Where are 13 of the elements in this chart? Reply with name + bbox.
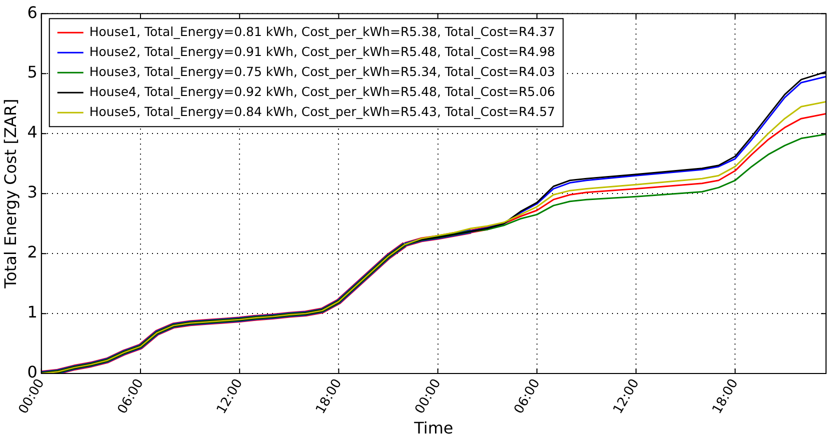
x-axis-title: Time: [413, 418, 454, 438]
legend-label: House2, Total_Energy=0.91 kWh, Cost_per_kWh=R5.48, Total_Cost=R4.98: [89, 44, 556, 59]
y-tick-label: 1: [27, 302, 38, 322]
y-tick-label: 5: [27, 62, 38, 82]
y-axis-title: Total Energy Cost [ZAR]: [0, 98, 20, 290]
legend-label: House1, Total_Energy=0.81 kWh, Cost_per_kWh=R5.38, Total_Cost=R4.37: [89, 24, 556, 39]
y-tick-label: 2: [27, 242, 38, 262]
y-tick-label: 3: [27, 182, 38, 202]
legend-label: House3, Total_Energy=0.75 kWh, Cost_per_kWh=R5.34, Total_Cost=R4.03: [89, 64, 556, 79]
legend-label: House4, Total_Energy=0.92 kWh, Cost_per_kWh=R5.48, Total_Cost=R5.06: [89, 84, 556, 99]
y-tick-label: 4: [27, 122, 38, 142]
y-tick-label: 6: [27, 2, 38, 22]
legend-label: House5, Total_Energy=0.84 kWh, Cost_per_kWh=R5.43, Total_Cost=R4.57: [89, 104, 556, 119]
